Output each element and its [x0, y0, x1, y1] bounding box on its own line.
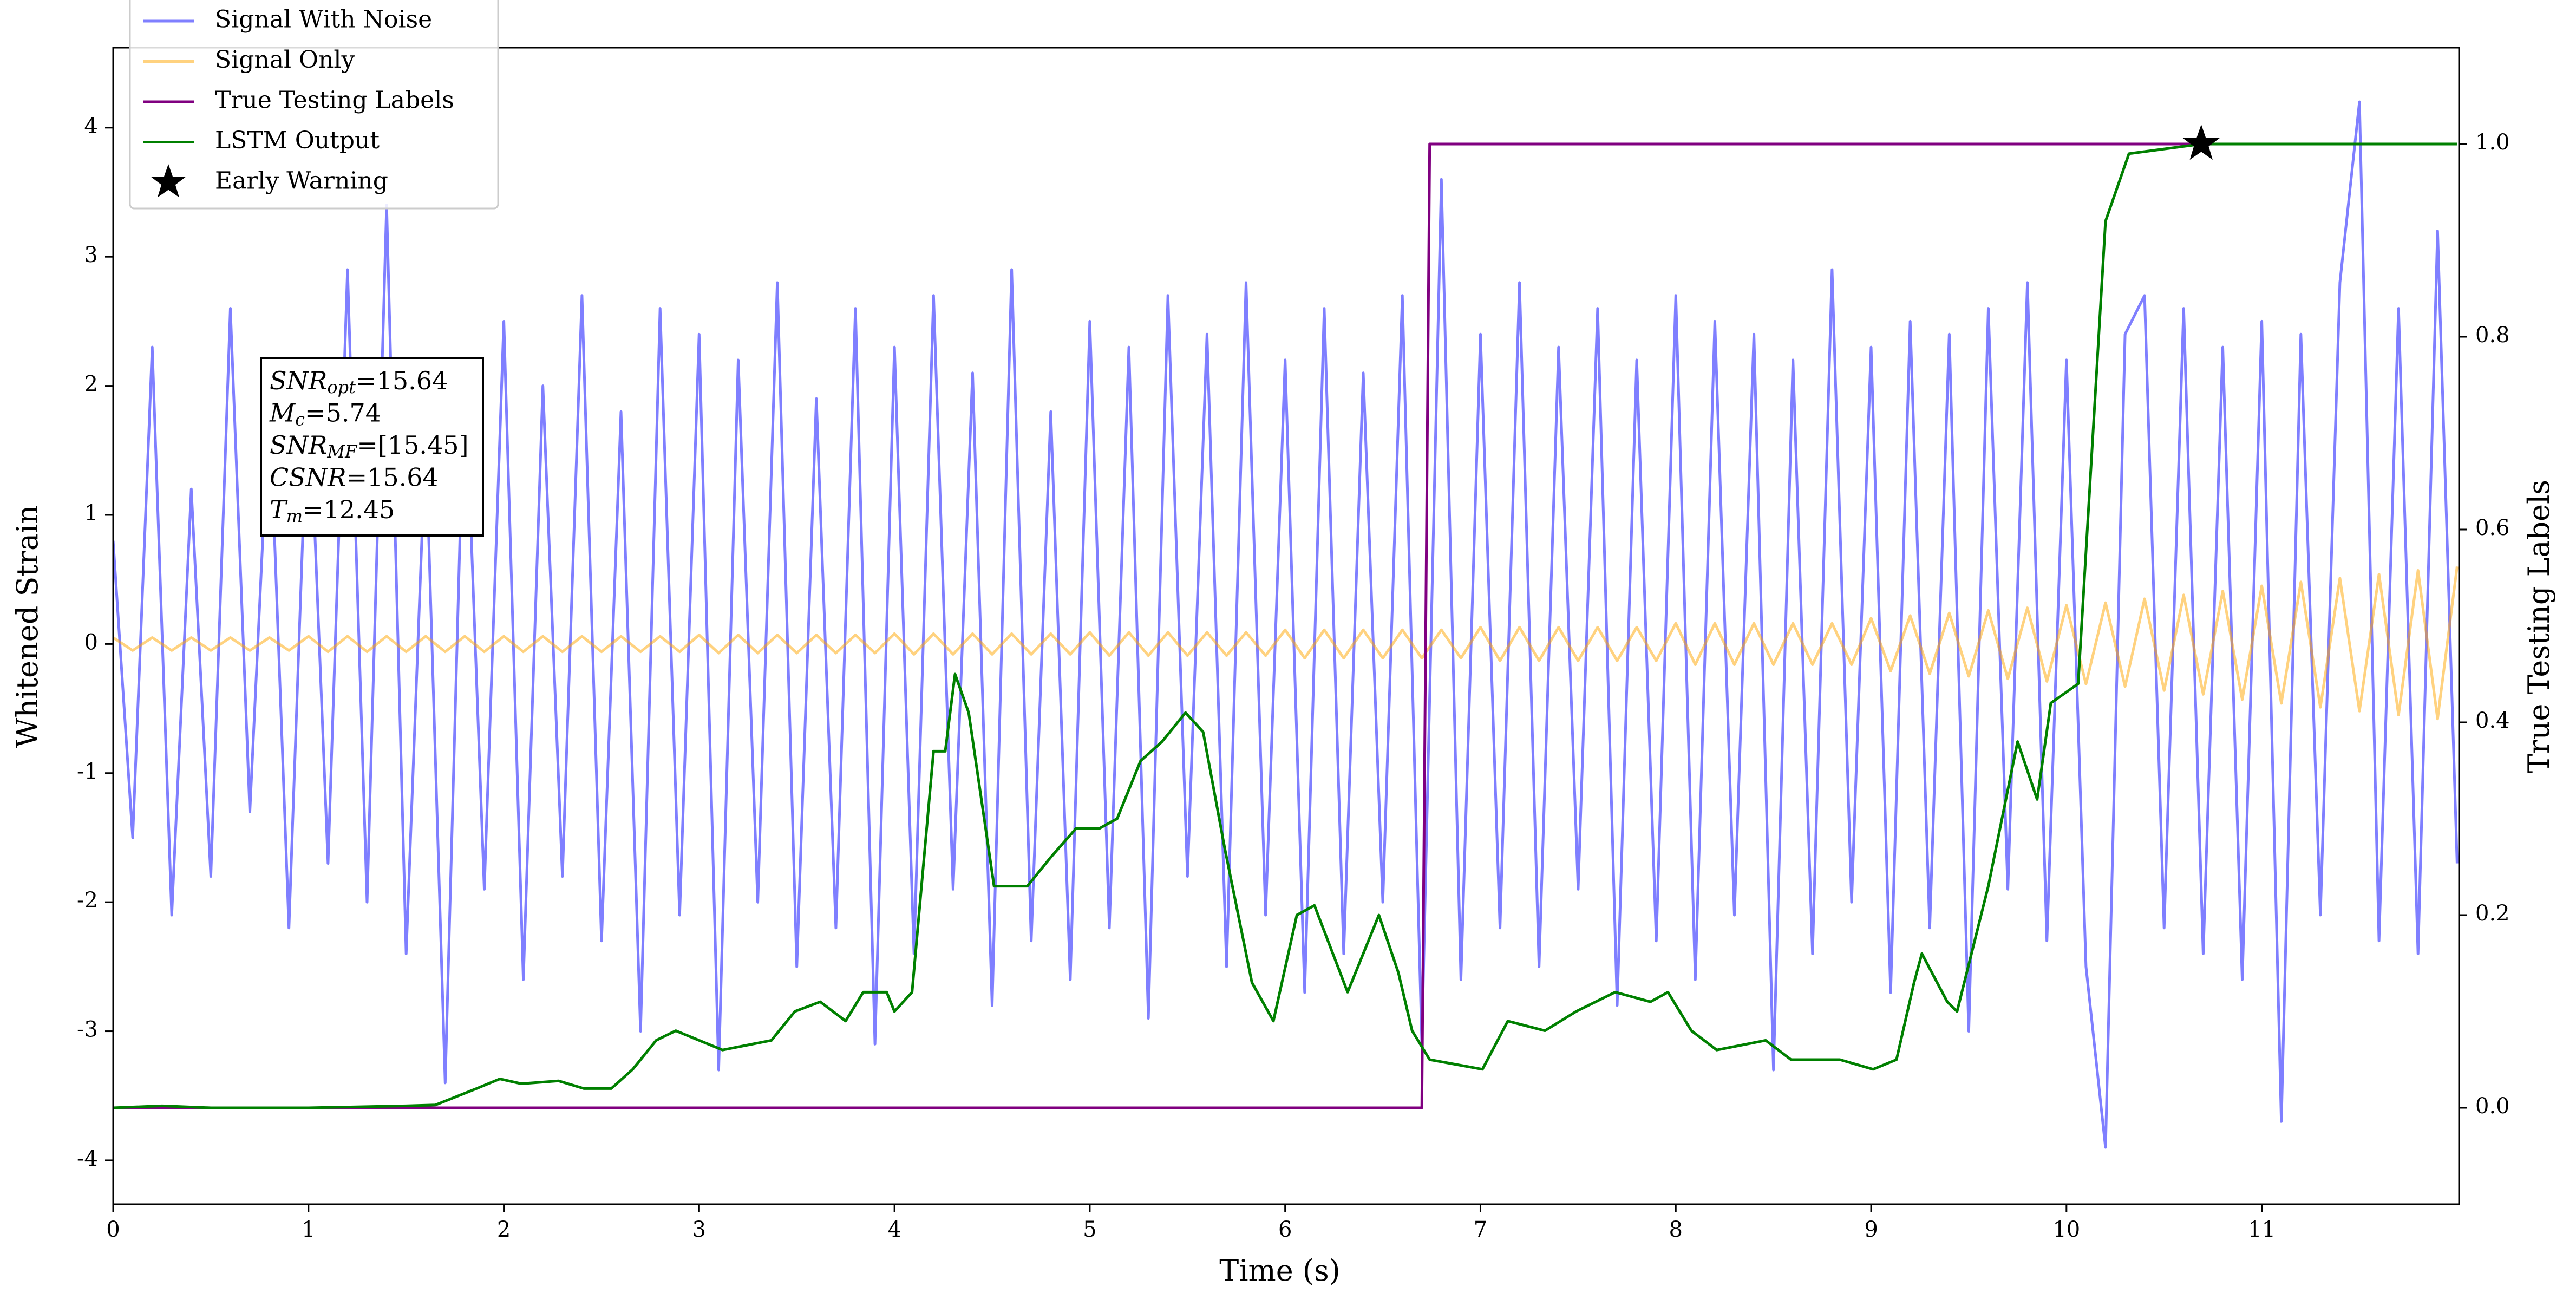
y-tick-label: -4 [77, 1146, 98, 1171]
annotation-value: =15.64 [356, 366, 448, 395]
annotation-value: =5.74 [305, 399, 381, 428]
y-tick-label: -1 [77, 759, 98, 784]
y-tick-label: 0 [84, 630, 98, 655]
x-tick-label: 10 [2052, 1217, 2080, 1242]
y-tick-label: 4 [84, 114, 98, 139]
x-tick-label: 4 [887, 1217, 901, 1242]
y2-tick-label: 1.0 [2475, 130, 2510, 155]
plot-frame [112, 47, 2460, 1205]
annotation-text: Mc=5.74 [269, 399, 381, 430]
x-tick-label: 8 [1669, 1217, 1683, 1242]
annotation-name: SNR [270, 430, 327, 460]
annotation-frame [260, 357, 484, 537]
x-tick-label: 9 [1864, 1217, 1878, 1242]
y2-tick-label: 0.0 [2475, 1094, 2510, 1119]
y2-tick-label: 0.8 [2475, 323, 2510, 348]
annotation-text: Tm=12.45 [270, 495, 395, 526]
plot-area [113, 100, 2459, 1149]
legend-frame [129, 0, 499, 210]
y2-tick-label: 0.2 [2475, 901, 2510, 926]
early-warning-marker [2182, 125, 2220, 160]
x-tick-label: 2 [497, 1217, 511, 1242]
y2-tick-label: 0.6 [2475, 515, 2510, 540]
annotation-name: CSNR [270, 463, 346, 492]
annotation-name: SNR [270, 366, 327, 395]
x-tick-label: 7 [1474, 1217, 1487, 1242]
x-tick-label: 5 [1083, 1217, 1096, 1242]
series-line [113, 142, 2457, 1109]
annotation-value: =12.45 [303, 495, 395, 524]
annotation-text: CSNR=15.64 [270, 463, 439, 492]
annotation-box: SNRopt=15.64Mc=5.74SNRMF=[15.45]CSNR=15.… [260, 357, 484, 537]
y-axis-label: Whitened Strain [10, 505, 44, 748]
legend-label: True Testing Labels [215, 87, 454, 114]
y-tick-label: -3 [77, 1017, 98, 1042]
y2-tick-label: 0.4 [2475, 708, 2510, 733]
annotation-text: SNRopt=15.64 [270, 366, 448, 397]
annotation-name: T [270, 495, 288, 524]
legend-label: Early Warning [215, 167, 388, 195]
y2-axis-label: True Testing Labels [2522, 480, 2556, 773]
series-line [113, 100, 2459, 1149]
y-tick-label: -2 [77, 888, 98, 913]
legend-label: LSTM Output [215, 127, 380, 154]
series-line [113, 142, 2457, 1109]
annotation-value: =[15.45] [357, 430, 468, 460]
annotation-sub: c [295, 409, 305, 429]
legend-label: Signal With Noise [215, 6, 432, 34]
y-tick-label: 1 [84, 501, 98, 526]
annotation-name: M [269, 399, 296, 428]
annotation-sub: m [286, 506, 303, 526]
legend-label: Signal Only [215, 46, 355, 74]
legend-marker [151, 164, 186, 198]
annotation-sub: opt [327, 377, 356, 397]
annotation-sub: MF [326, 441, 358, 462]
x-tick-label: 11 [2248, 1217, 2276, 1242]
x-axis-label: Time (s) [1219, 1253, 1340, 1288]
series-line [113, 566, 2459, 721]
x-tick-label: 3 [692, 1217, 706, 1242]
legend: Signal With Noise Signal Only True Testing… [129, 0, 499, 210]
x-tick-label: 0 [106, 1217, 120, 1242]
x-tick-label: 1 [302, 1217, 315, 1242]
y-tick-label: 2 [84, 372, 98, 397]
y-tick-label: 3 [84, 243, 98, 267]
x-tick-label: 6 [1278, 1217, 1292, 1242]
annotation-value: =15.64 [346, 463, 439, 492]
annotation-text: SNRMF=[15.45] [270, 430, 469, 462]
